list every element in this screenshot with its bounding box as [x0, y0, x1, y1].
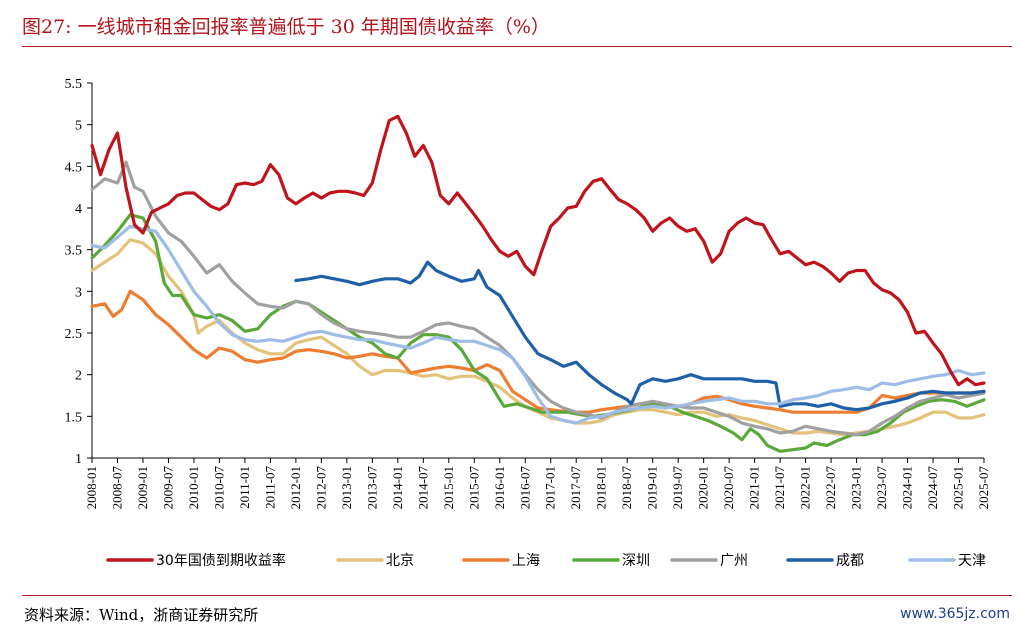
legend-item: 天津 [908, 553, 986, 569]
source-note: 资料来源：Wind，浙商证券研究所 [24, 606, 259, 624]
legend-item: 广州 [670, 553, 748, 569]
x-tick-label: 2024-07 [925, 466, 940, 510]
x-tick-label: 2018-01 [594, 466, 609, 509]
x-tick-label: 2013-01 [339, 466, 354, 509]
x-tick-label: 2020-07 [721, 466, 736, 510]
x-tick-label: 2018-07 [619, 466, 634, 510]
x-tick-label: 2012-07 [313, 466, 328, 510]
y-tick-label: 2.5 [65, 327, 83, 342]
y-tick-label: 4.5 [65, 160, 83, 175]
x-tick-label: 2022-01 [798, 466, 813, 509]
series-line-2 [90, 238, 986, 437]
series-line-4 [90, 213, 986, 453]
x-tick-label: 2015-01 [441, 466, 456, 509]
series-line-7 [90, 224, 986, 425]
legend-label: 深圳 [622, 553, 650, 569]
x-tick-label: 2014-07 [415, 466, 430, 510]
y-tick-label: 3 [75, 285, 82, 300]
series-line-6 [294, 260, 986, 412]
source-divider [22, 595, 1012, 596]
x-tick-label: 2013-07 [364, 466, 379, 510]
y-tick-label: 1.5 [65, 410, 83, 425]
legend-label: 30年国债到期收益率 [156, 552, 286, 569]
title-divider [22, 46, 1012, 47]
legend-item: 北京 [336, 553, 414, 569]
x-tick-label: 2014-01 [390, 466, 405, 509]
x-tick-label: 2009-01 [135, 466, 150, 509]
x-tick-label: 2023-01 [849, 466, 864, 509]
legend-item: 深圳 [572, 553, 650, 569]
x-tick-label: 2009-07 [160, 466, 175, 510]
x-tick-label: 2017-01 [543, 466, 558, 509]
x-tick-label: 2016-01 [492, 466, 507, 509]
x-tick-label: 2021-01 [747, 466, 762, 509]
legend-label: 上海 [512, 553, 540, 569]
x-tick-label: 2020-01 [696, 466, 711, 509]
x-tick-label: 2012-01 [288, 466, 303, 509]
y-tick-label: 1 [75, 452, 82, 467]
legend-item: 上海 [462, 553, 540, 569]
series-line-1 [90, 114, 986, 387]
x-tick-label: 2021-07 [772, 466, 787, 510]
watermark: www.365jz.com [900, 606, 1010, 622]
x-tick-label: 2023-07 [874, 466, 889, 510]
legend-item: 30年国债到期收益率 [106, 552, 286, 569]
legend-label: 北京 [386, 553, 414, 569]
x-tick-label: 2010-01 [186, 466, 201, 509]
series-layer [90, 114, 986, 453]
x-tick-label: 2025-01 [951, 466, 966, 509]
legend-item: 成都 [786, 553, 864, 569]
y-tick-label: 4 [75, 202, 82, 217]
x-tick-label: 2025-07 [976, 466, 991, 510]
y-tick-label: 5 [75, 119, 82, 134]
x-tick-label: 2010-07 [211, 466, 226, 510]
x-tick-label: 2011-07 [262, 466, 277, 509]
legend-label: 广州 [720, 553, 748, 569]
legend-label: 天津 [958, 553, 986, 569]
y-axis: 1 1.5 2 2.5 3 3.5 4 4.5 5 5.5 [65, 77, 93, 467]
series-line-5 [90, 160, 986, 437]
x-tick-label: 2024-01 [900, 466, 915, 509]
legend-label: 成都 [836, 553, 864, 569]
x-tick-label: 2022-07 [823, 466, 838, 510]
x-tick-label: 2008-07 [109, 466, 124, 510]
x-tick-label: 2017-07 [568, 466, 583, 510]
x-tick-label: 2019-07 [670, 466, 685, 510]
x-tick-label: 2016-07 [517, 466, 532, 510]
x-axis: 2008-01 2008-07 2009-01 2009-07 2010-01 2010-… [84, 457, 991, 510]
x-tick-label: 2011-01 [237, 466, 252, 509]
y-tick-label: 3.5 [65, 244, 83, 259]
y-tick-label: 5.5 [65, 77, 83, 92]
legend: 30年国债到期收益率 北京 上海 深圳 广州 成都 天津 [106, 552, 986, 569]
x-tick-label: 2019-01 [645, 466, 660, 509]
series-line-3 [90, 289, 986, 414]
x-tick-label: 2008-01 [84, 466, 99, 509]
y-tick-label: 2 [75, 369, 82, 384]
x-tick-label: 2015-07 [466, 466, 481, 510]
chart-title: 图27: 一线城市租金回报率普遍低于 30 年期国债收益率（%） [22, 16, 550, 38]
